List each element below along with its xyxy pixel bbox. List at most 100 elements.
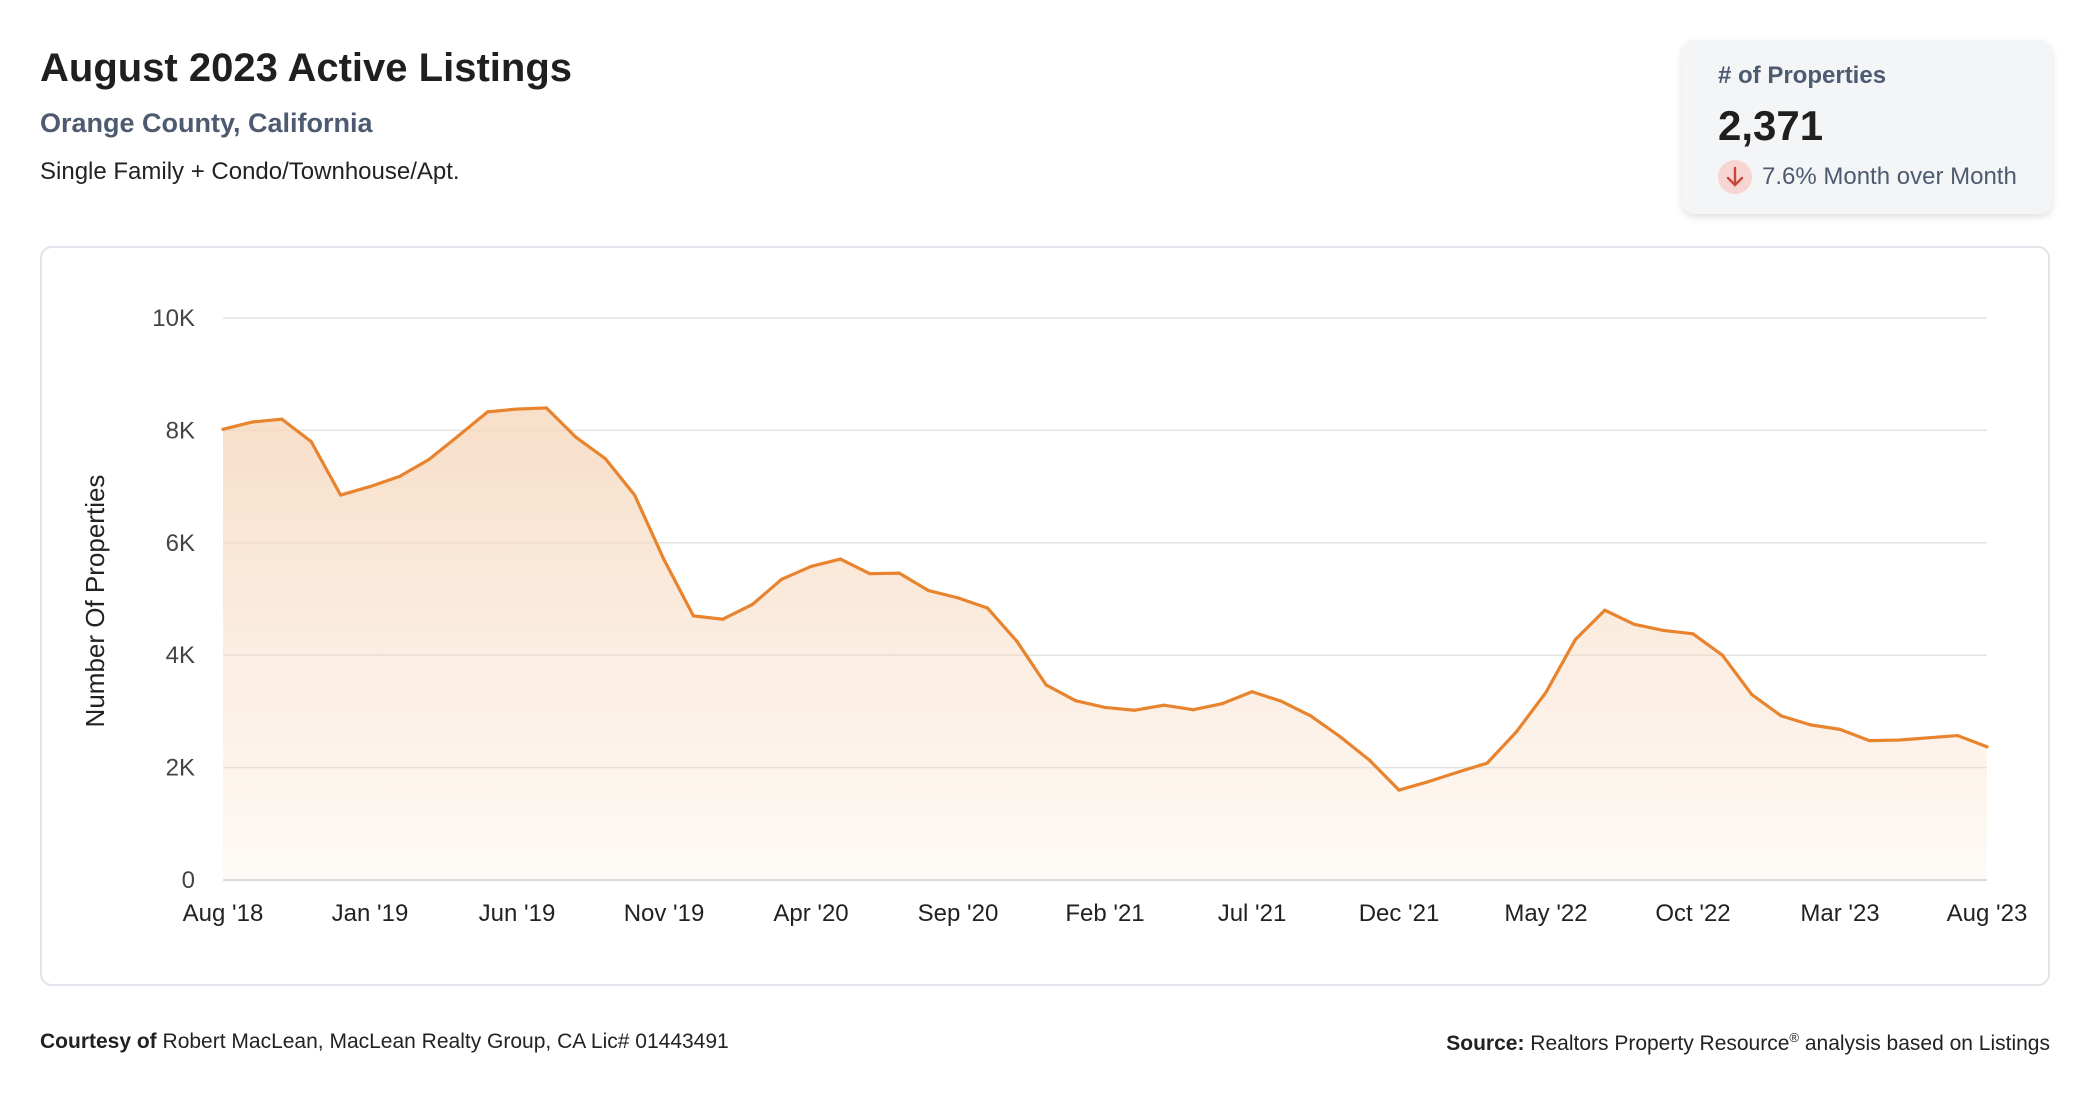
page-title: August 2023 Active Listings — [40, 46, 572, 90]
data-point — [1044, 683, 1048, 687]
source-text: Realtors Property Resource — [1530, 1032, 1790, 1055]
data-point — [1279, 699, 1283, 703]
data-point — [309, 440, 313, 444]
area-fill — [223, 407, 1987, 880]
data-point — [515, 407, 519, 411]
data-point — [780, 577, 784, 581]
x-tick-label: Mar '23 — [1800, 900, 1879, 927]
y-tick-label: 10K — [152, 305, 195, 332]
data-point — [1867, 739, 1871, 743]
y-tick-label: 8K — [166, 417, 195, 444]
data-point — [1779, 714, 1783, 718]
chart-card: 0 2K 4K 6K 8K 10K Aug '18 Jan '19 Jun '19 Nov '19… — [40, 246, 2050, 986]
y-tick-label: 2K — [166, 755, 195, 782]
courtesy-text: Robert MacLean, MacLean Realty Group, CA… — [162, 1030, 729, 1053]
data-point — [603, 456, 607, 461]
data-point — [1750, 692, 1754, 697]
data-point — [427, 458, 431, 462]
data-point — [221, 427, 225, 431]
data-point — [1956, 733, 1960, 738]
stat-change-text: 7.6% Month over Month — [1762, 163, 2017, 190]
data-point — [927, 588, 931, 593]
data-point — [250, 420, 254, 424]
data-point — [1191, 708, 1195, 712]
source-label: Source: — [1446, 1032, 1525, 1055]
data-point — [1632, 622, 1636, 626]
data-point — [1162, 703, 1166, 707]
data-point — [280, 417, 284, 421]
data-point — [1926, 736, 1930, 740]
data-point — [1338, 735, 1342, 739]
x-tick-label: Dec '21 — [1359, 900, 1440, 927]
x-tick-label: May '22 — [1504, 900, 1587, 927]
source-text-suffix: analysis based on Listings — [1799, 1032, 2050, 1055]
data-point — [633, 493, 637, 497]
y-tick-label: 4K — [166, 642, 195, 669]
data-point — [1573, 637, 1577, 642]
stat-label: # of Properties — [1718, 62, 1887, 89]
data-point — [721, 617, 725, 621]
data-point — [339, 493, 343, 497]
data-point — [838, 557, 843, 561]
data-point — [1309, 714, 1313, 718]
x-tick-label: Sep '20 — [918, 900, 999, 927]
data-point — [1456, 770, 1460, 774]
x-tick-label: Nov '19 — [624, 900, 705, 927]
y-tick-label: 6K — [166, 530, 195, 557]
data-point — [1426, 780, 1430, 784]
y-tick-label: 0 — [182, 867, 195, 894]
data-point — [1515, 730, 1519, 734]
data-point — [1809, 723, 1813, 727]
courtesy-label: Courtesy of — [40, 1030, 157, 1053]
properties-stat-card: # of Properties 2,371 7.6% Month over Mo… — [1682, 40, 2052, 214]
data-point — [1485, 761, 1489, 765]
region-subtitle: Orange County, California — [40, 108, 373, 138]
x-tick-label: Feb '21 — [1065, 900, 1144, 927]
x-tick-label: Jan '19 — [332, 900, 409, 927]
data-point — [1985, 745, 1989, 749]
data-point — [544, 406, 548, 410]
stat-change: 7.6% Month over Month — [1718, 160, 2017, 194]
data-point — [691, 614, 696, 618]
data-point — [750, 603, 754, 607]
listings-chart: 0 2K 4K 6K 8K 10K Aug '18 Jan '19 Jun '19 Nov '19… — [80, 305, 2028, 927]
data-point — [1368, 758, 1372, 762]
data-point — [1103, 705, 1107, 710]
data-point — [1720, 653, 1724, 657]
data-point — [1397, 788, 1401, 792]
data-point — [1838, 727, 1842, 731]
data-point — [985, 606, 990, 610]
data-point — [486, 410, 490, 414]
x-tick-label: Apr '20 — [773, 900, 848, 927]
stat-value: 2,371 — [1718, 102, 1824, 149]
data-point — [868, 572, 872, 576]
property-types: Single Family + Condo/Townhouse/Apt. — [40, 158, 460, 185]
x-tick-label: Oct '22 — [1655, 900, 1730, 927]
data-point — [1544, 690, 1548, 694]
data-point — [1074, 699, 1078, 703]
registered-mark: ® — [1789, 1030, 1799, 1045]
x-tick-label: Aug '23 — [1947, 900, 2028, 927]
courtesy-footer: Courtesy of Robert MacLean, MacLean Real… — [40, 1030, 729, 1054]
data-point — [897, 571, 901, 575]
x-tick-label: Jul '21 — [1218, 900, 1287, 927]
data-point — [574, 435, 578, 439]
data-point — [662, 558, 666, 562]
data-point — [397, 474, 401, 479]
source-footer: Source: Realtors Property Resource® anal… — [1446, 1030, 2050, 1056]
data-point — [456, 434, 460, 438]
data-point — [956, 596, 960, 600]
data-point — [368, 485, 372, 489]
data-point — [1662, 628, 1666, 633]
x-tick-label: Jun '19 — [479, 900, 556, 927]
x-tick-label: Aug '18 — [183, 900, 264, 927]
y-axis-label: Number Of Properties — [80, 475, 110, 728]
data-point — [809, 564, 813, 569]
data-point — [1603, 608, 1607, 612]
data-point — [1897, 738, 1901, 742]
data-point — [1015, 639, 1019, 643]
data-point — [1221, 701, 1225, 706]
arrow-down-icon — [1718, 160, 1752, 194]
data-point — [1132, 708, 1136, 712]
data-point — [1250, 690, 1254, 694]
